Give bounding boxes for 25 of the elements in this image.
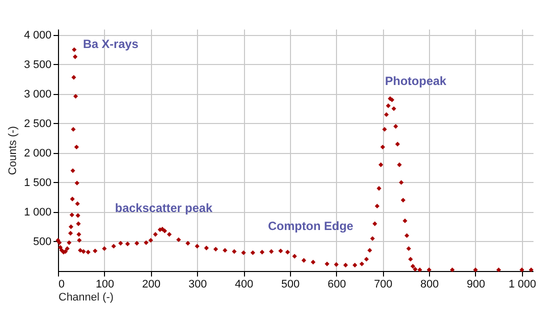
x-tick-label: 400 (234, 278, 254, 290)
x-tick-label: 700 (374, 278, 392, 290)
x-tick-label: 800 (420, 278, 439, 290)
y-tick-label: 3 000 (24, 88, 52, 100)
x-tick-label: 200 (142, 278, 160, 290)
y-tick-label: 2 000 (24, 147, 52, 160)
y-tick-label: 3 500 (24, 58, 52, 71)
annotation: Ba X-rays (83, 37, 139, 51)
y-tick-label: 2 500 (24, 118, 52, 130)
x-tick-label: 500 (281, 278, 300, 290)
x-tick-label: 1 000 (508, 278, 536, 290)
annotation: Compton Edge (268, 219, 354, 233)
y-tick-label: 1 000 (24, 206, 52, 218)
x-tick-label: 0 (58, 278, 65, 290)
y-tick-label: 4 000 (24, 29, 52, 42)
x-tick-label: 900 (466, 278, 486, 290)
x-axis-title: Channel (-) (58, 292, 114, 304)
annotation: Photopeak (385, 74, 447, 88)
x-tick-label: 300 (188, 278, 207, 290)
annotation: backscatter peak (115, 201, 213, 215)
x-tick-label: 100 (96, 278, 114, 290)
y-tick-label: 500 (33, 236, 52, 248)
x-tick-label: 600 (328, 278, 346, 290)
y-tick-label: 1 500 (24, 176, 52, 189)
y-axis-title: Counts (-) (6, 126, 19, 175)
